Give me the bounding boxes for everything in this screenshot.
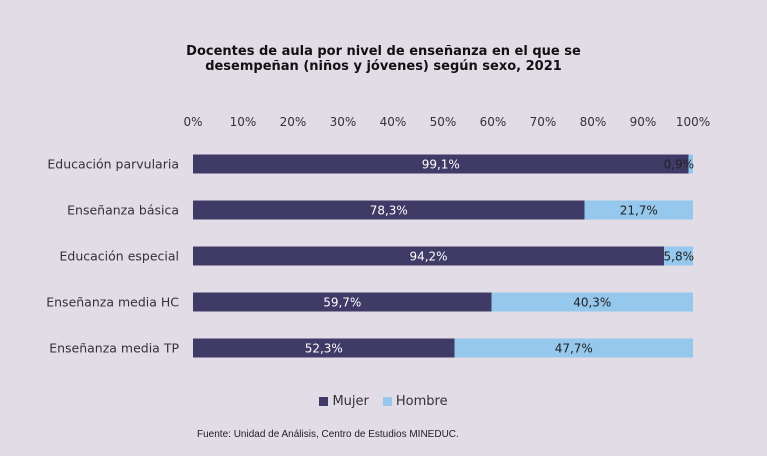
bar-hombre-3 [491,292,693,312]
legend-item-mujer: Mujer [319,394,369,409]
chart-legend: Mujer Hombre [0,394,767,409]
x-tick-label-2: 20% [280,115,307,129]
chart-title-line-2: desempeñan (niños y jóvenes) según sexo,… [205,59,562,74]
category-label-2: Educación especial [60,249,179,264]
x-tick-label-7: 70% [530,115,557,129]
legend-label-mujer: Mujer [332,394,369,409]
category-label-3: Enseñanza media HC [46,295,179,310]
legend-label-hombre: Hombre [395,394,448,409]
legend-swatch-hombre [382,397,392,406]
x-tick-label-3: 30% [330,115,357,129]
data-label-mujer-3: 59,7% [323,296,361,310]
category-label-0: Educación parvularia [47,157,179,172]
data-label-mujer-1: 78,3% [370,204,408,218]
bar-mujer-4 [193,338,455,358]
data-label-hombre-2: 5,8% [664,250,695,264]
bar-hombre-2 [664,246,693,266]
x-tick-label-10: 100% [676,115,710,129]
category-label-1: Enseñanza básica [67,203,179,218]
bar-mujer-0 [193,154,689,174]
legend-item-hombre: Hombre [382,394,448,409]
chart-title: Docentes de aula por nivel de enseñanza … [0,44,767,74]
stacked-bar-chart: 0% 10% 20% 30% 40% 50% 60% 70% 80% 90% 100% Educaci… [46,115,710,358]
data-label-hombre-1: 21,7% [620,204,658,218]
bar-hombre-1 [584,200,693,220]
x-tick-label-6: 60% [480,115,507,129]
source-note: Fuente: Unidad de Análisis, Centro de Es… [197,429,459,440]
bar-mujer-2 [193,246,664,266]
bar-hombre-0 [688,154,693,174]
data-label-hombre-3: 40,3% [573,296,611,310]
data-label-hombre-0: 0,9% [664,158,695,172]
chart-title-line-1: Docentes de aula por nivel de enseñanza … [186,44,581,59]
x-tick-label-4: 40% [380,115,407,129]
x-tick-label-5: 50% [430,115,457,129]
data-label-mujer-4: 52,3% [305,342,343,356]
legend-swatch-mujer [319,397,329,406]
x-tick-label-0: 0% [183,115,202,129]
x-tick-label-8: 80% [580,115,607,129]
data-label-mujer-2: 94,2% [409,250,447,264]
data-label-mujer-0: 99,1% [422,158,460,172]
bar-mujer-3 [193,292,492,312]
bar-mujer-1 [193,200,585,220]
category-label-4: Enseñanza media TP [49,341,179,356]
data-label-hombre-4: 47,7% [555,342,593,356]
bar-hombre-4 [454,338,693,358]
x-tick-label-1: 10% [230,115,257,129]
x-tick-label-9: 90% [630,115,657,129]
